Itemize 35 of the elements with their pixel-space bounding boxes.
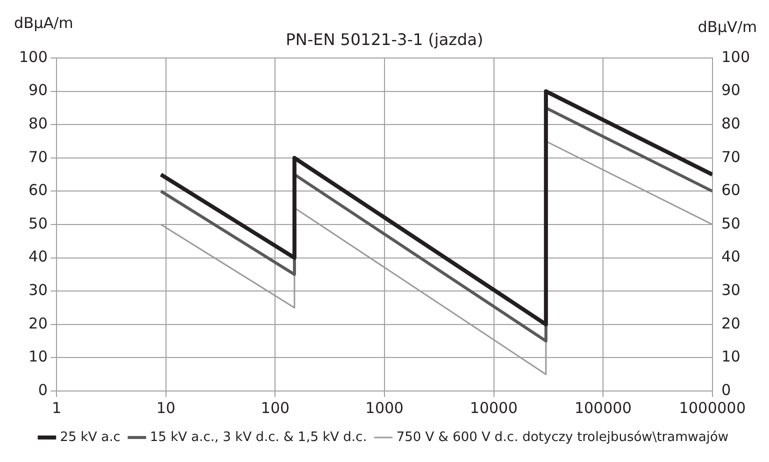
y2-tick-label: 30 (721, 280, 740, 299)
y-tick-label: 0 (38, 380, 48, 399)
y2-tick-label: 0 (721, 380, 731, 399)
x-tick-label: 1 (52, 398, 62, 417)
y2-tick-label: 80 (721, 114, 740, 132)
y2-tick-label: 100 (721, 48, 750, 66)
y-tick-label: 10 (28, 348, 48, 366)
legend-label: 750 V & 600 V d.c. dotyczy trolejbusów\tramwajów (396, 430, 729, 445)
legend-label: 25 kV a.c (60, 430, 120, 445)
y2-tick-label: 10 (721, 348, 740, 366)
y-tick-label: 80 (28, 114, 48, 132)
y2-tick-label: 40 (721, 248, 740, 266)
y-tick-label: 90 (28, 81, 48, 100)
y-tick-label: 20 (28, 314, 48, 332)
legend-label: 15 kV a.c., 3 kV d.c. & 1,5 kV d.c. (150, 430, 367, 445)
x-tick-label: 1000 (365, 398, 404, 417)
y-tick-label: 40 (28, 248, 48, 266)
y2-tick-label: 70 (721, 148, 740, 166)
y-tick-label: 70 (28, 148, 48, 166)
x-tick-label: 10 (156, 398, 176, 417)
chart-title: PN-EN 50121-3-1 (jazda) (286, 30, 484, 50)
x-tick-label: 10000 (470, 398, 518, 417)
y2-tick-label: 90 (721, 81, 740, 100)
y-axis-title: dBμA/m (14, 14, 74, 32)
y-tick-label: 50 (28, 214, 48, 232)
y2-tick-label: 60 (721, 181, 740, 200)
y2-tick-label: 20 (721, 314, 740, 332)
y-tick-label: 30 (28, 280, 48, 299)
x-tick-label: 100 (260, 398, 290, 417)
y-tick-label: 100 (18, 48, 48, 66)
x-tick-label: 1000000 (678, 398, 746, 417)
y2-axis-title: dBμV/m (698, 18, 757, 36)
x-tick-label: 100000 (574, 398, 632, 417)
y-tick-label: 60 (28, 181, 48, 200)
y2-tick-label: 50 (721, 214, 740, 232)
